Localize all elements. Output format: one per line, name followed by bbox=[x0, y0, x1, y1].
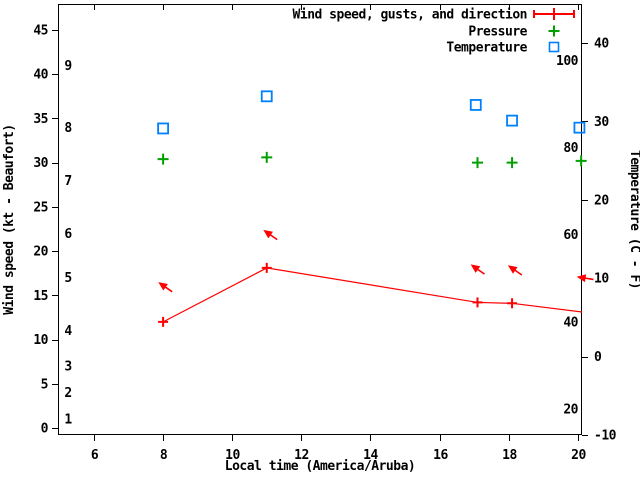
x-axis: 6 8 10 12 14 16 18 20 bbox=[91, 4, 587, 463]
wind-speed-line bbox=[162, 267, 582, 323]
wind-direction-arrow bbox=[158, 282, 173, 293]
y-left-tick-label: 10 bbox=[33, 333, 48, 348]
plot-border bbox=[58, 4, 582, 435]
x-tick-label: 16 bbox=[433, 448, 448, 463]
pressure-point bbox=[575, 155, 587, 167]
beaufort-label: 2 bbox=[64, 386, 71, 401]
beaufort-label: 6 bbox=[64, 227, 72, 242]
beaufort-label: 9 bbox=[64, 59, 71, 74]
temperature-point bbox=[573, 121, 586, 134]
celsius-tick-label: 30 bbox=[594, 115, 609, 130]
legend-plus-sample bbox=[548, 25, 560, 37]
legend-label: Wind speed, gusts, and direction bbox=[293, 8, 527, 23]
legend-label: Temperature bbox=[446, 41, 527, 56]
beaufort-label: 5 bbox=[64, 271, 71, 286]
y-axis-right: -10 0 10 20 30 40 20 40 60 80 100 bbox=[556, 37, 617, 444]
temperature-series bbox=[157, 90, 586, 135]
beaufort-label: 8 bbox=[64, 121, 72, 136]
pressure-series bbox=[157, 151, 587, 169]
x-tick-label: 14 bbox=[363, 448, 378, 463]
celsius-tick-label: 40 bbox=[594, 37, 609, 52]
fahrenheit-inner-label: 60 bbox=[563, 228, 578, 243]
pressure-point bbox=[506, 157, 518, 169]
y-right-axis-title: Temperature (C - F) bbox=[627, 150, 640, 289]
celsius-tick-label: -10 bbox=[594, 429, 617, 444]
x-tick-label: 18 bbox=[502, 448, 517, 463]
arrow-head bbox=[507, 265, 518, 274]
legend-item: Pressure bbox=[468, 25, 560, 40]
y-left-tick-label: 20 bbox=[33, 245, 48, 260]
y-left-tick-label: 5 bbox=[41, 377, 48, 392]
beaufort-label: 7 bbox=[64, 174, 71, 189]
fahrenheit-inner-label: 20 bbox=[563, 402, 578, 417]
beaufort-label: 1 bbox=[64, 413, 72, 428]
x-tick-label: 6 bbox=[91, 448, 99, 463]
celsius-tick-label: 0 bbox=[594, 350, 602, 365]
arrow-head bbox=[576, 274, 587, 283]
y-left-axis-title: Wind speed (kt - Beaufort) bbox=[2, 124, 17, 315]
wind-series bbox=[158, 262, 582, 327]
x-tick-label: 10 bbox=[225, 448, 240, 463]
celsius-tick-label: 10 bbox=[594, 272, 609, 287]
temperature-point bbox=[260, 90, 273, 103]
temperature-point bbox=[506, 114, 518, 127]
y-left-tick-label: 40 bbox=[33, 68, 48, 83]
y-left-tick-label: 0 bbox=[41, 422, 49, 437]
x-tick-label: 12 bbox=[294, 448, 309, 463]
wind-direction-arrows bbox=[158, 229, 594, 293]
legend-errorbar-sample bbox=[533, 8, 575, 20]
pressure-point bbox=[472, 157, 484, 169]
legend-label: Pressure bbox=[468, 25, 527, 40]
arrow-head bbox=[158, 282, 168, 291]
beaufort-label: 3 bbox=[64, 360, 71, 375]
wind-speed-point bbox=[507, 298, 518, 309]
wind-direction-arrow bbox=[470, 264, 485, 275]
y-left-tick-label: 45 bbox=[33, 24, 48, 39]
temperature-point bbox=[469, 99, 482, 111]
beaufort-label: 4 bbox=[64, 324, 72, 339]
wind-direction-arrow bbox=[507, 265, 523, 276]
wind-direction-arrow bbox=[263, 229, 278, 241]
legend-square-sample bbox=[548, 41, 560, 53]
fahrenheit-inner-label: 100 bbox=[556, 54, 579, 69]
legend-item: Wind speed, gusts, and direction bbox=[293, 8, 575, 23]
fahrenheit-inner-label: 80 bbox=[563, 141, 578, 156]
temperature-point bbox=[157, 122, 170, 135]
pressure-point bbox=[157, 153, 169, 165]
y-left-title-group: Wind speed (kt - Beaufort) bbox=[2, 124, 17, 315]
pressure-point bbox=[261, 151, 273, 163]
y-left-tick-label: 15 bbox=[33, 289, 48, 304]
celsius-tick-label: 20 bbox=[594, 193, 609, 208]
y-left-tick-label: 25 bbox=[33, 200, 48, 215]
x-tick-label: 20 bbox=[571, 448, 586, 463]
x-tick-label: 8 bbox=[160, 448, 168, 463]
legend-item: Temperature bbox=[446, 41, 560, 56]
wind-direction-arrow bbox=[576, 274, 594, 283]
arrow-head bbox=[470, 264, 481, 273]
arrow-head bbox=[263, 229, 273, 239]
wind-speed-point bbox=[472, 297, 483, 308]
wind-speed-point bbox=[261, 262, 272, 273]
y-left-tick-label: 35 bbox=[33, 112, 48, 127]
wind-speed-point bbox=[158, 316, 169, 327]
y-left-tick-label: 30 bbox=[33, 156, 48, 171]
x-axis-title: Local time (America/Aruba) bbox=[225, 459, 416, 474]
legend: Wind speed, gusts, and direction Pressure… bbox=[293, 8, 575, 56]
y-right-title-group: Temperature (C - F) bbox=[627, 150, 640, 289]
fahrenheit-inner-label: 40 bbox=[563, 315, 578, 330]
